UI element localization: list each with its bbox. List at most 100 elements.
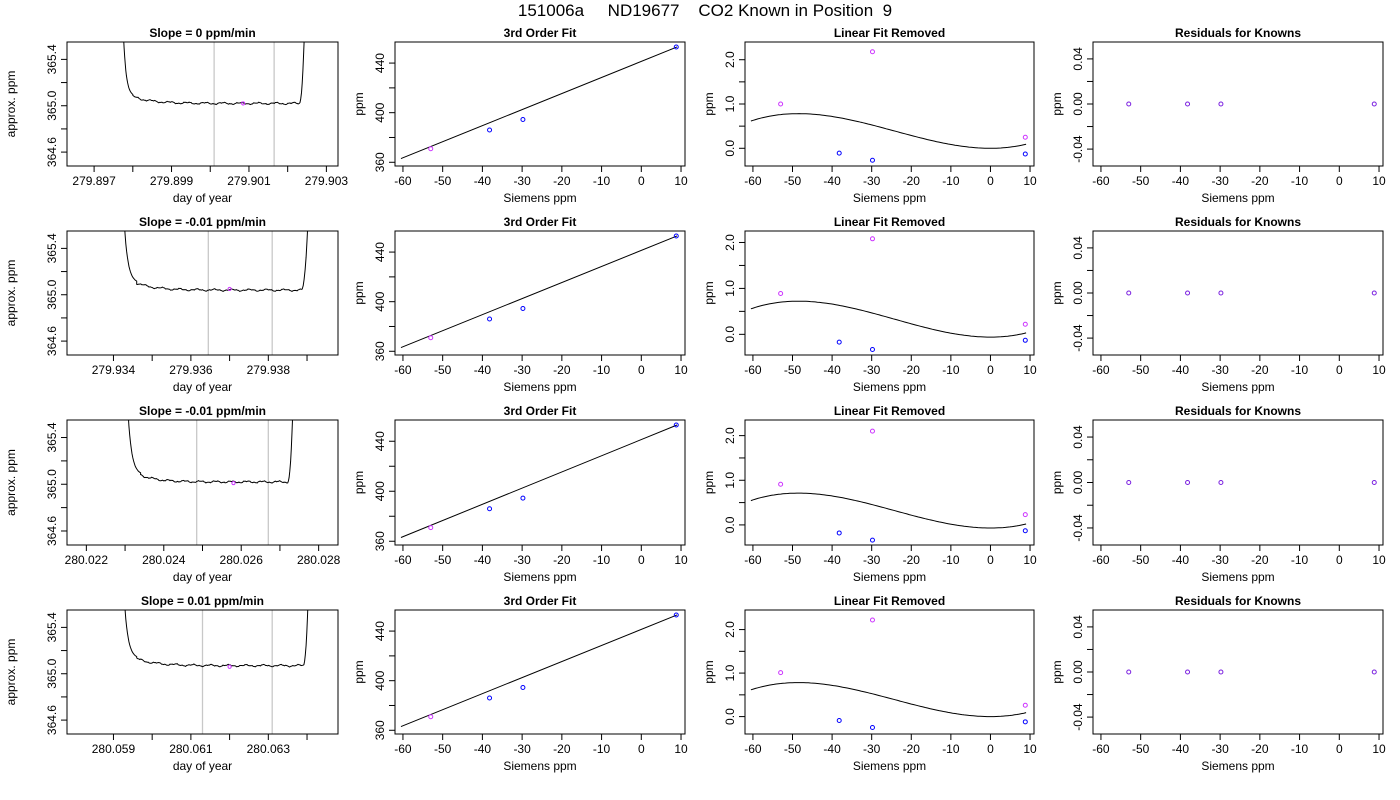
x-tick-label: -60 bbox=[394, 553, 412, 567]
x-tick-label: -60 bbox=[1092, 174, 1110, 188]
x-tick-label: -40 bbox=[823, 174, 841, 188]
x-axis-label: Siemens ppm bbox=[503, 570, 576, 584]
data-point bbox=[487, 316, 493, 322]
panel-r3c4: Residuals for Knowns Siemens ppm ppm -60 -50… bbox=[1050, 404, 1386, 584]
figure-title: 151006a ND19677 CO2 Known in Position 9 bbox=[518, 1, 892, 20]
x-tick-label: 0 bbox=[638, 742, 645, 756]
plot-frame bbox=[394, 41, 686, 167]
data-point bbox=[869, 428, 875, 434]
panel-title: 3rd Order Fit bbox=[504, 594, 577, 608]
plot-frame bbox=[744, 230, 1035, 356]
y-tick-label: 1.0 bbox=[723, 664, 737, 681]
y-axis-label: approx. ppm bbox=[4, 639, 18, 706]
data-point bbox=[520, 685, 526, 690]
x-tick-label: -40 bbox=[474, 553, 492, 567]
plot-area bbox=[750, 236, 1028, 352]
panel-r2c2: 3rd Order Fit Siemens ppm ppm -60 -50 -40 -30 -… bbox=[352, 215, 688, 394]
x-tick-label: -50 bbox=[434, 553, 452, 567]
x-tick-label: -50 bbox=[434, 363, 452, 377]
x-axis-label: Siemens ppm bbox=[853, 191, 926, 205]
panel-r1c4: Residuals for Knowns Siemens ppm ppm -60 -50… bbox=[1050, 26, 1386, 205]
y-tick-label: 0.04 bbox=[1071, 425, 1085, 449]
x-tick-label: -30 bbox=[863, 742, 881, 756]
panel-title: Linear Fit Removed bbox=[834, 594, 945, 608]
x-tick-label: 279.934 bbox=[92, 363, 136, 377]
y-axis-label: ppm bbox=[1050, 660, 1064, 683]
data-point bbox=[778, 481, 784, 487]
x-tick-label: -60 bbox=[394, 174, 412, 188]
data-point bbox=[487, 506, 493, 512]
data-point bbox=[1371, 290, 1377, 296]
y-tick-label: 365.0 bbox=[45, 469, 59, 499]
data-point bbox=[520, 306, 526, 311]
average-marker bbox=[231, 480, 236, 486]
data-point bbox=[836, 718, 842, 724]
panel-r4c1: Slope = 0.01 ppm/min day of year approx. p… bbox=[4, 594, 339, 773]
plot-area bbox=[123, 42, 305, 166]
panel-r3c3: Linear Fit Removed Siemens ppm ppm -60 -50 -4… bbox=[702, 404, 1037, 584]
x-tick-label: 0 bbox=[987, 174, 994, 188]
y-tick-label: 360 bbox=[373, 531, 387, 551]
y-tick-label: -0.04 bbox=[1071, 703, 1085, 731]
x-tick-label: -40 bbox=[474, 363, 492, 377]
x-axis-label: Siemens ppm bbox=[853, 380, 926, 394]
y-axis-label: ppm bbox=[352, 471, 366, 494]
data-point bbox=[1218, 101, 1224, 107]
x-tick-label: -10 bbox=[1291, 174, 1309, 188]
data-point bbox=[1218, 480, 1224, 485]
x-axis-label: Siemens ppm bbox=[1201, 759, 1274, 773]
data-point bbox=[1371, 101, 1377, 107]
y-axis-label: approx. ppm bbox=[4, 449, 18, 516]
y-tick-label: 2.0 bbox=[723, 427, 737, 444]
data-point bbox=[673, 233, 679, 239]
y-tick-label: 1.0 bbox=[723, 472, 737, 489]
x-tick-label: -40 bbox=[1172, 174, 1190, 188]
panel-title: Linear Fit Removed bbox=[834, 404, 945, 418]
fit-line bbox=[400, 424, 678, 538]
data-point bbox=[836, 150, 842, 156]
x-tick-label: 10 bbox=[1023, 363, 1037, 377]
plot-frame bbox=[394, 419, 686, 546]
x-tick-label: -60 bbox=[744, 363, 762, 377]
x-tick-label: 280.061 bbox=[169, 742, 213, 756]
plot-frame bbox=[744, 41, 1035, 167]
x-tick-label: 10 bbox=[1372, 553, 1386, 567]
y-axis-label: ppm bbox=[702, 92, 716, 115]
x-tick-label: -50 bbox=[784, 742, 802, 756]
average-marker bbox=[241, 101, 246, 106]
x-tick-label: -20 bbox=[903, 363, 921, 377]
plot-frame bbox=[744, 419, 1035, 546]
y-tick-label: 0.00 bbox=[1071, 281, 1085, 305]
x-tick-label: -30 bbox=[1211, 174, 1229, 188]
plot-frame bbox=[1092, 41, 1384, 167]
x-tick-label: 280.059 bbox=[92, 742, 136, 756]
x-tick-label: 10 bbox=[1023, 553, 1037, 567]
y-axis-label: ppm bbox=[352, 92, 366, 115]
cubic-fit-curve bbox=[750, 682, 1027, 718]
x-tick-label: -10 bbox=[1291, 553, 1309, 567]
panels-grid: Slope = 0 ppm/min day of year approx. ppm 2… bbox=[4, 26, 1386, 773]
x-tick-label: -10 bbox=[942, 553, 960, 567]
data-point bbox=[869, 617, 875, 623]
data-point bbox=[1022, 321, 1028, 327]
data-point bbox=[869, 346, 875, 352]
plot-frame bbox=[66, 41, 339, 167]
data-point bbox=[778, 101, 784, 107]
data-point bbox=[428, 146, 434, 152]
data-point bbox=[1185, 101, 1191, 107]
plot-frame bbox=[1092, 419, 1384, 546]
x-tick-label: -20 bbox=[553, 363, 571, 377]
x-tick-label: -30 bbox=[513, 174, 531, 188]
y-tick-label: 0.00 bbox=[1071, 92, 1085, 116]
y-axis-label: ppm bbox=[1050, 281, 1064, 304]
panel-title: Residuals for Knowns bbox=[1175, 594, 1301, 608]
x-tick-label: 0 bbox=[1336, 742, 1343, 756]
panel-title: Slope = 0.01 ppm/min bbox=[141, 594, 264, 608]
data-point bbox=[1022, 528, 1028, 534]
x-tick-label: -60 bbox=[744, 174, 762, 188]
y-tick-label: 0.0 bbox=[723, 516, 737, 533]
y-axis-label: ppm bbox=[702, 281, 716, 304]
y-axis-label: ppm bbox=[1050, 471, 1064, 494]
panel-r1c3: Linear Fit Removed Siemens ppm ppm -60 -50 -4… bbox=[702, 26, 1037, 205]
x-tick-label: -30 bbox=[1211, 742, 1229, 756]
